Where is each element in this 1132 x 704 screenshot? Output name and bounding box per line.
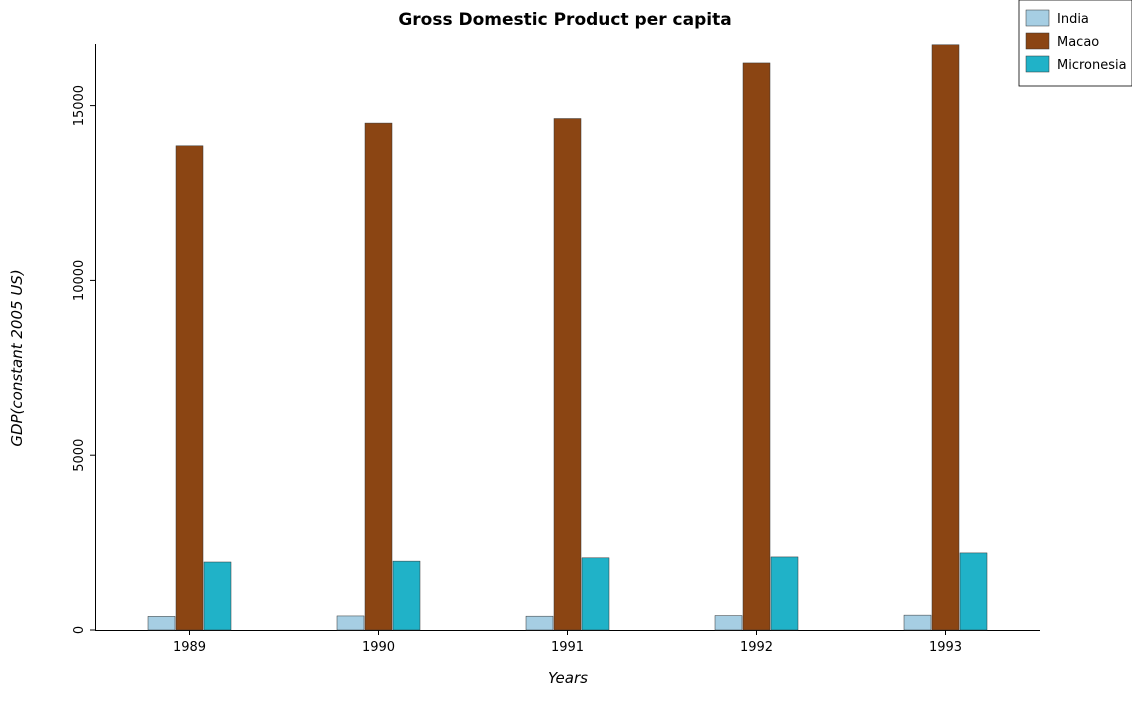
- legend-swatch-micronesia: [1025, 55, 1050, 73]
- x-tick-label: 1992: [740, 640, 773, 655]
- y-tick-label: 10000: [72, 260, 87, 301]
- bar-macao-1990: [364, 122, 393, 631]
- x-tick-label: 1990: [362, 640, 395, 655]
- bar-india-1989: [147, 616, 176, 631]
- y-tick-label: 15000: [72, 85, 87, 126]
- bar-india-1991: [525, 615, 554, 631]
- x-tick-label: 1989: [173, 640, 206, 655]
- y-tick-label: 0: [72, 626, 87, 634]
- bar-micronesia-1992: [770, 556, 799, 631]
- bar-micronesia-1989: [203, 561, 232, 631]
- chart-title: Gross Domestic Product per capita: [398, 10, 731, 30]
- bar-macao-1993: [931, 44, 960, 631]
- bar-micronesia-1993: [959, 552, 988, 631]
- y-tick-label: 5000: [72, 439, 87, 472]
- bar-india-1990: [336, 615, 365, 631]
- legend-label-micronesia: Micronesia: [1057, 58, 1127, 73]
- x-tick-label: 1991: [551, 640, 584, 655]
- x-tick-label: 1993: [929, 640, 962, 655]
- legend-swatch-india: [1025, 9, 1050, 27]
- legend-label-india: India: [1057, 12, 1089, 27]
- bar-india-1993: [903, 614, 932, 631]
- bar-macao-1989: [175, 145, 204, 631]
- bar-india-1992: [714, 615, 743, 631]
- bars-group: [147, 44, 988, 631]
- y-axis-label: GDP(constant 2005 US): [8, 269, 26, 446]
- ticks-group: 1989 1990 1991 1992 1993 0 5000 10000 15000: [72, 85, 962, 655]
- bar-micronesia-1991: [581, 557, 610, 631]
- bar-micronesia-1990: [392, 560, 421, 631]
- bar-macao-1991: [553, 118, 582, 631]
- bar-macao-1992: [742, 62, 771, 631]
- legend-label-macao: Macao: [1057, 35, 1099, 50]
- legend-swatch-macao: [1025, 32, 1050, 50]
- legend: India Macao Micronesia: [1018, 0, 1132, 87]
- x-axis-label: Years: [548, 669, 588, 687]
